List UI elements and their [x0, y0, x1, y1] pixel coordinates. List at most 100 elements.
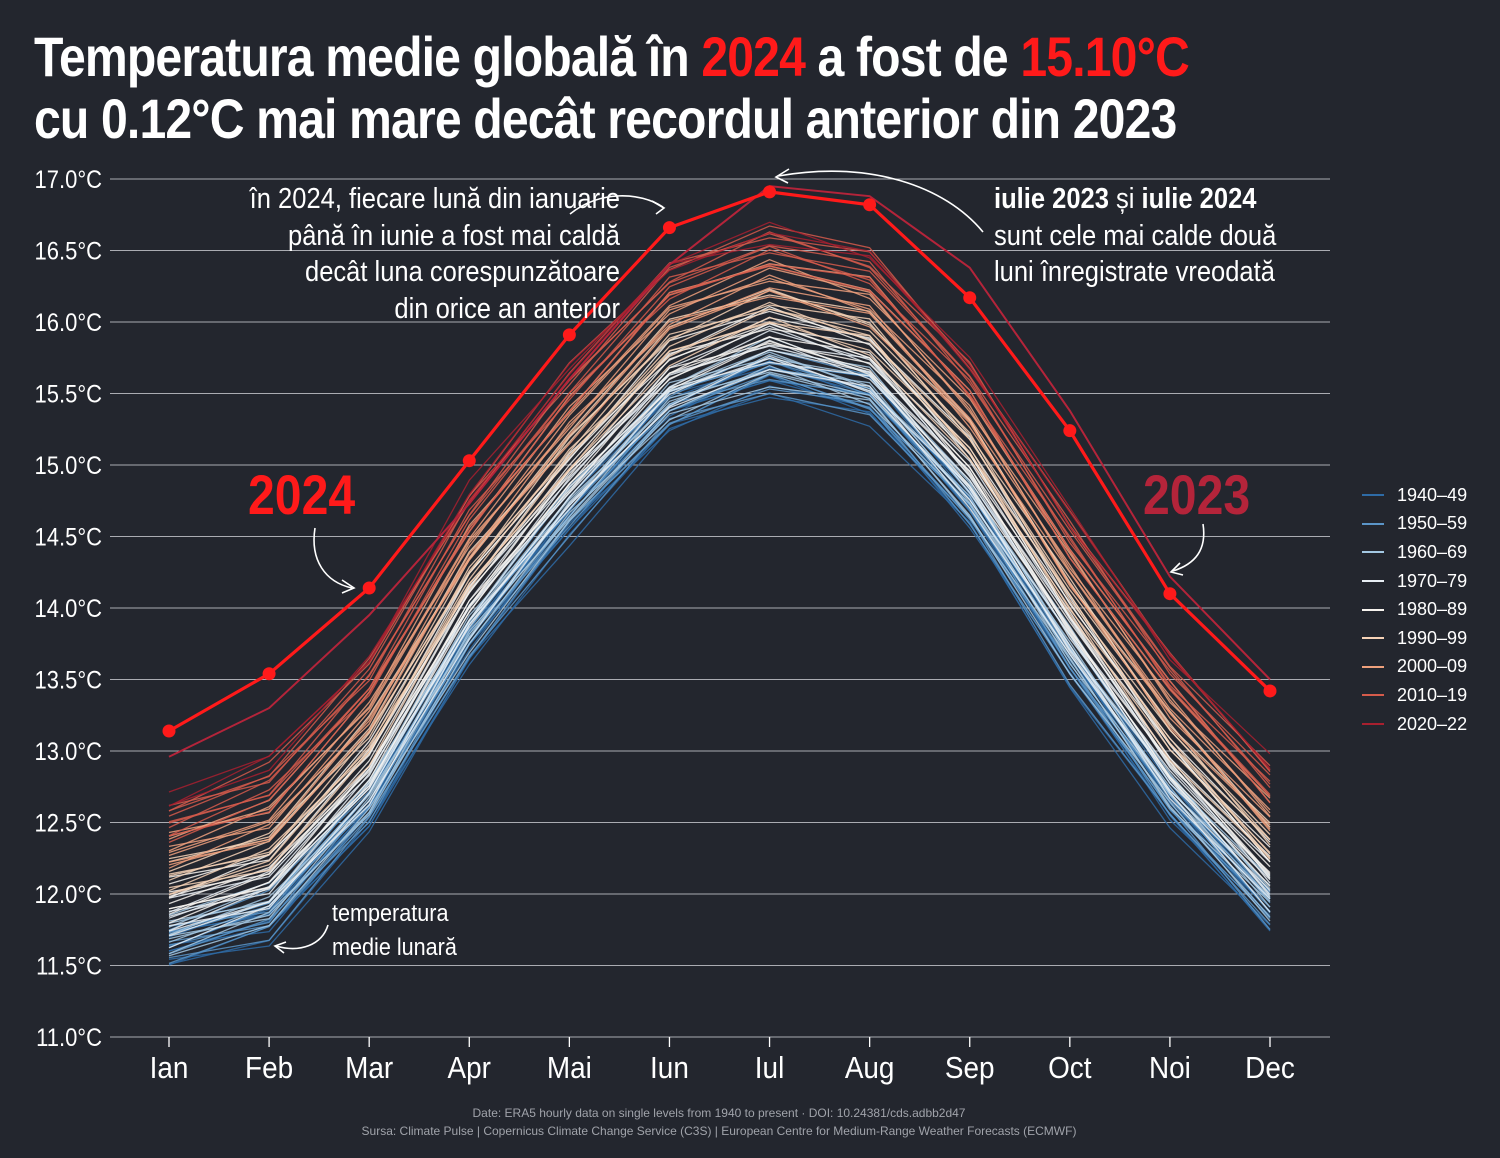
footer-credits: Sursa: Climate Pulse | Copernicus Climat… — [361, 1124, 1077, 1138]
legend-item: 1940–49 — [1362, 481, 1467, 510]
x-tick-label: Iul — [755, 1051, 784, 1086]
historical-line — [168, 243, 1271, 807]
point-2024 — [362, 581, 376, 595]
point-2024 — [262, 667, 276, 681]
label-2023: 2023 — [1143, 463, 1251, 526]
historical-line — [168, 340, 1271, 924]
historical-line — [168, 265, 1271, 834]
historical-line — [168, 396, 1271, 965]
y-tick-label: 17.0°C — [35, 166, 102, 194]
x-tick-label: Sep — [945, 1051, 995, 1086]
annotation-2024-months: în 2024, fiecare lună din ianuarie până … — [198, 181, 620, 327]
legend-item: 1950–59 — [1362, 510, 1467, 539]
historical-line — [168, 373, 1271, 955]
legend-swatch — [1362, 608, 1384, 611]
point-2024 — [1263, 684, 1277, 698]
highlight-lines — [162, 185, 1277, 758]
annotation-line: decât luna corespunzătoare — [305, 256, 620, 288]
historical-line — [168, 386, 1271, 957]
arrow-small-note-head — [273, 941, 287, 954]
legend-label: 1990–99 — [1397, 627, 1468, 648]
legend-swatch — [1362, 694, 1384, 697]
annotation-line: în 2024, fiecare lună din ianuarie — [249, 183, 620, 215]
title-line-2: cu 0.12°C mai mare decât recordul anteri… — [34, 87, 1177, 150]
point-2024 — [763, 185, 777, 199]
legend-label: 1960–69 — [1397, 541, 1468, 562]
historical-line — [168, 263, 1271, 843]
historical-line — [168, 322, 1271, 895]
historical-line — [168, 339, 1271, 918]
historical-line — [168, 372, 1271, 955]
arrow-2023-label — [1172, 523, 1205, 572]
legend-swatch — [1362, 580, 1384, 583]
legend-item: 1970–79 — [1362, 567, 1467, 596]
y-axis: 11.0°C 11.5°C 12.0°C 12.5°C 13.0°C 13.5°C 14.0… — [35, 166, 102, 1052]
legend-swatch — [1362, 723, 1384, 726]
historical-line — [168, 316, 1271, 896]
point-2024 — [1163, 587, 1177, 601]
annotation-text: și — [1108, 183, 1142, 215]
historical-line — [168, 267, 1271, 852]
historical-line — [168, 252, 1271, 824]
historical-line — [168, 221, 1271, 793]
y-tick-label: 15.0°C — [35, 452, 102, 480]
x-tick-label: Mar — [345, 1051, 393, 1086]
legend-item: 2000–09 — [1362, 653, 1467, 682]
x-tick-label: Mai — [547, 1051, 592, 1086]
x-tick-label: Aug — [845, 1051, 895, 1086]
legend-label: 1950–59 — [1397, 513, 1468, 534]
x-tick-label: Noi — [1149, 1051, 1191, 1086]
legend-item: 1980–89 — [1362, 595, 1467, 624]
annotation-bold: iulie 2023 — [994, 183, 1109, 215]
annotation-line: luni înregistrate vreodată — [994, 256, 1275, 288]
historical-line — [168, 265, 1271, 837]
historical-line — [168, 301, 1271, 877]
annotation-line: iulie 2023 și iulie 2024 — [994, 181, 1276, 218]
arrow-right-note-head — [774, 168, 790, 184]
legend-label: 1980–89 — [1397, 599, 1468, 620]
arrow-right-note — [777, 170, 984, 233]
arrow-small-note — [275, 924, 329, 950]
historical-line — [168, 335, 1271, 910]
y-tick-label: 16.5°C — [35, 237, 102, 265]
point-2024 — [562, 328, 576, 342]
x-tick-label: Dec — [1245, 1051, 1295, 1086]
label-2024: 2024 — [248, 463, 356, 526]
annotation-monthly-mean: temperatura medie lunară — [332, 897, 457, 965]
y-tick-label: 12.5°C — [35, 809, 102, 837]
historical-line — [168, 353, 1271, 936]
legend-item: 1990–99 — [1362, 624, 1467, 653]
annotation-july-record: iulie 2023 și iulie 2024 sunt cele mai c… — [994, 181, 1276, 291]
annotation-line: din orice an anterior — [394, 292, 620, 325]
x-axis: Ian Feb Mar Apr Mai Iun Iul Aug Sep Oct Noi Dec — [150, 1037, 1295, 1085]
historical-line — [168, 289, 1271, 873]
x-tick-label: Oct — [1048, 1051, 1091, 1086]
arrow-left-note-head — [651, 200, 666, 215]
legend-swatch — [1362, 637, 1384, 640]
title-temp-highlight: 15.10°C — [1020, 25, 1189, 88]
title-line-1: Temperatura medie globală în 2024 a fost… — [34, 26, 1272, 88]
legend-label: 1940–49 — [1397, 484, 1468, 505]
title-text: a fost de — [805, 25, 1021, 88]
title-year-highlight: 2024 — [701, 25, 806, 88]
y-tick-label: 11.5°C — [36, 952, 102, 980]
historical-line — [168, 287, 1271, 869]
historical-line — [168, 336, 1271, 915]
legend-label: 2010–19 — [1397, 684, 1468, 705]
y-tick-label: 14.5°C — [35, 523, 102, 551]
legend-item: 2010–19 — [1362, 681, 1467, 710]
x-tick-label: Feb — [245, 1051, 293, 1086]
x-tick-label: Apr — [448, 1051, 492, 1086]
legend-swatch — [1362, 551, 1384, 554]
y-tick-label: 12.0°C — [35, 881, 102, 909]
historical-line — [168, 258, 1271, 837]
legend-label: 2000–09 — [1397, 656, 1468, 677]
chart-title: Temperatura medie globală în 2024 a fost… — [34, 26, 1272, 150]
title-text: Temperatura medie globală în — [34, 25, 702, 88]
historical-line — [168, 310, 1271, 878]
historical-line — [168, 280, 1271, 854]
point-2024 — [662, 221, 676, 235]
arrow-2024-label — [313, 527, 353, 589]
footer-data-source: Date: ERA5 hourly data on single levels … — [472, 1106, 966, 1120]
